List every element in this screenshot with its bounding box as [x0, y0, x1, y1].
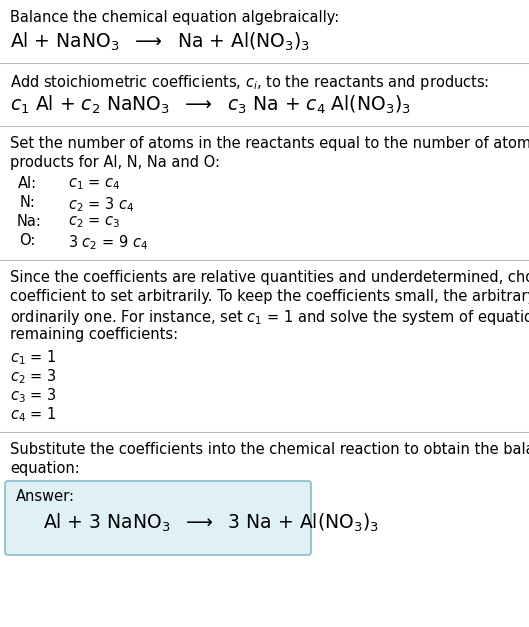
Text: Answer:: Answer: [16, 489, 75, 504]
Text: Al:: Al: [18, 176, 37, 191]
Text: Add stoichiometric coefficients, $c_i$, to the reactants and products:: Add stoichiometric coefficients, $c_i$, … [10, 73, 489, 92]
Text: O:: O: [20, 233, 36, 248]
Text: 3 $c_2$ = 9 $c_4$: 3 $c_2$ = 9 $c_4$ [68, 233, 149, 251]
Text: $c_1$ Al + $c_2$ NaNO$_3$  $\longrightarrow$  $c_3$ Na + $c_4$ Al(NO$_3$)$_3$: $c_1$ Al + $c_2$ NaNO$_3$ $\longrightarr… [10, 94, 411, 116]
FancyBboxPatch shape [5, 481, 311, 555]
Text: equation:: equation: [10, 461, 80, 476]
Text: Al + 3 NaNO$_3$  $\longrightarrow$  3 Na + Al(NO$_3$)$_3$: Al + 3 NaNO$_3$ $\longrightarrow$ 3 Na +… [43, 512, 379, 534]
Text: $c_1$ = $c_4$: $c_1$ = $c_4$ [68, 176, 121, 192]
Text: $c_1$ = 1: $c_1$ = 1 [10, 348, 57, 367]
Text: remaining coefficients:: remaining coefficients: [10, 327, 178, 342]
Text: Substitute the coefficients into the chemical reaction to obtain the balanced: Substitute the coefficients into the che… [10, 442, 529, 457]
Text: Na:: Na: [17, 214, 42, 229]
Text: products for Al, N, Na and O:: products for Al, N, Na and O: [10, 155, 220, 170]
Text: N:: N: [20, 195, 35, 210]
Text: ordinarily one. For instance, set $c_1$ = 1 and solve the system of equations fo: ordinarily one. For instance, set $c_1$ … [10, 308, 529, 327]
Text: $c_4$ = 1: $c_4$ = 1 [10, 405, 57, 424]
Text: $c_2$ = 3 $c_4$: $c_2$ = 3 $c_4$ [68, 195, 134, 214]
Text: Balance the chemical equation algebraically:: Balance the chemical equation algebraica… [10, 10, 339, 25]
Text: $c_3$ = 3: $c_3$ = 3 [10, 386, 57, 404]
Text: Since the coefficients are relative quantities and underdetermined, choose a: Since the coefficients are relative quan… [10, 270, 529, 285]
Text: coefficient to set arbitrarily. To keep the coefficients small, the arbitrary va: coefficient to set arbitrarily. To keep … [10, 289, 529, 304]
Text: $c_2$ = 3: $c_2$ = 3 [10, 367, 57, 386]
Text: $c_2$ = $c_3$: $c_2$ = $c_3$ [68, 214, 120, 229]
Text: Set the number of atoms in the reactants equal to the number of atoms in the: Set the number of atoms in the reactants… [10, 136, 529, 151]
Text: Al + NaNO$_3$  $\longrightarrow$  Na + Al(NO$_3$)$_3$: Al + NaNO$_3$ $\longrightarrow$ Na + Al(… [10, 31, 310, 53]
